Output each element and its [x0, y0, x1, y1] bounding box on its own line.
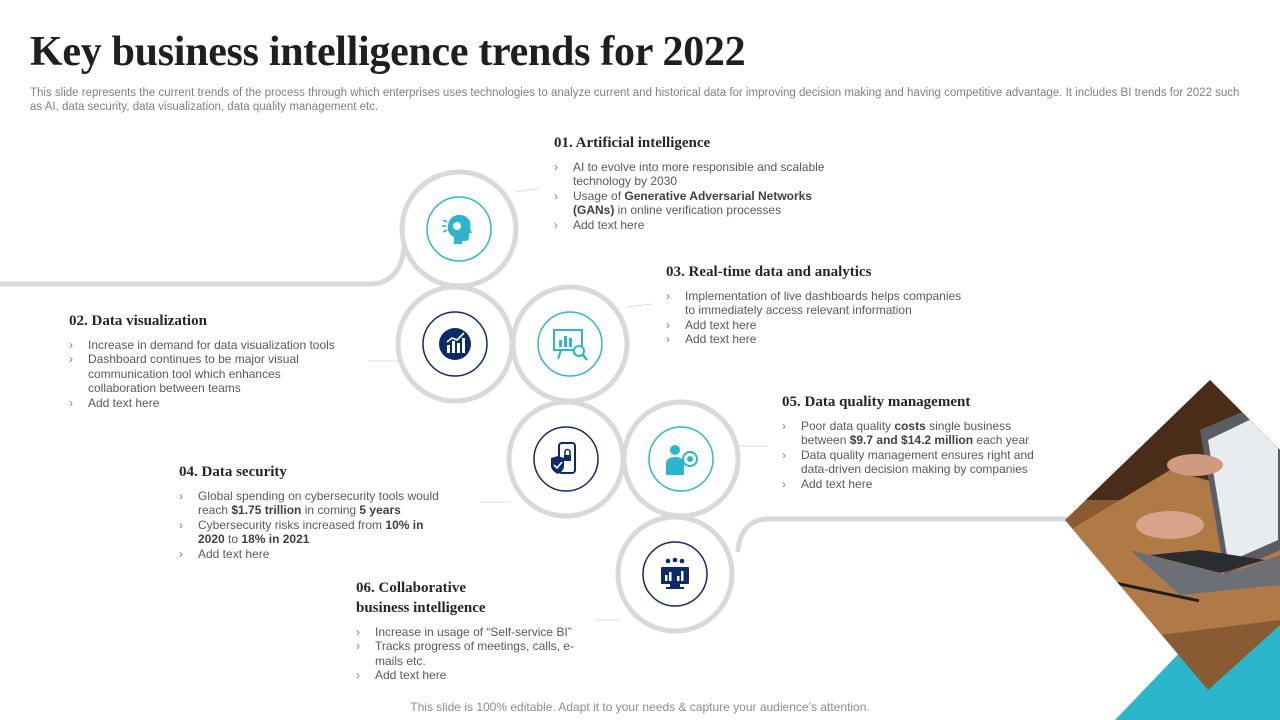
chart-visualization-icon	[439, 328, 471, 360]
trend-block-data-security: 04. Data security Global spending on cyb…	[179, 462, 449, 561]
trend-heading: 01. Artificial intelligence	[554, 135, 711, 151]
trend-block-collaborative-bi: 06. Collaborative business intelligence …	[356, 578, 578, 683]
trend-block-ai: 01. Artificial intelligence AI to evolve…	[554, 133, 829, 232]
trend-bullet-item: Add text here	[782, 477, 1044, 492]
trend-bullets: Increase in usage of “Self-service BI”Tr…	[356, 625, 578, 683]
trend-block-real-time-analytics: 03. Real-time data and analytics Impleme…	[666, 262, 971, 347]
trend-block-data-quality: 05. Data quality management Poor data qu…	[782, 392, 1044, 491]
trend-bullet-item: Implementation of live dashboards helps …	[666, 289, 971, 318]
trend-bullets: Increase in demand for data visualizatio…	[69, 338, 351, 410]
mobile-security-icon	[551, 442, 576, 474]
trend-bullet-item: Poor data quality costs single business …	[782, 419, 1044, 448]
trend-heading: 04. Data security	[179, 464, 287, 480]
quality-manager-icon	[666, 445, 698, 475]
laptop-photo-image	[1065, 380, 1280, 720]
trend-bullet-item: Global spending on cybersecurity tools w…	[179, 489, 449, 518]
collaborative-monitor-icon	[661, 557, 689, 589]
trend-bullet-item: Increase in usage of “Self-service BI”	[356, 625, 578, 640]
analytics-board-icon	[553, 329, 588, 361]
trend-bullet-item: Cybersecurity risks increased from 10% i…	[179, 518, 449, 547]
trend-bullet-item: Add text here	[356, 668, 578, 683]
footer-note: This slide is 100% editable. Adapt it to…	[410, 700, 870, 714]
trend-bullet-item: Data quality management ensures right an…	[782, 448, 1044, 477]
trend-bullets: Implementation of live dashboards helps …	[666, 289, 971, 347]
page-title: Key business intelligence trends for 202…	[30, 29, 746, 75]
trend-bullet-item: Add text here	[666, 332, 971, 347]
trend-heading: 05. Data quality management	[782, 394, 971, 410]
trend-bullet-item: Add text here	[666, 318, 971, 333]
trend-bullet-item: Increase in demand for data visualizatio…	[69, 338, 351, 353]
trend-heading: 06. Collaborative business intelligence	[356, 580, 486, 616]
trend-bullet-item: Add text here	[179, 547, 449, 562]
page-subtitle: This slide represents the current trends…	[30, 87, 1240, 113]
trend-heading: 03. Real-time data and analytics	[666, 264, 872, 280]
trend-bullet-item: Add text here	[69, 396, 351, 411]
ai-head-icon	[442, 214, 472, 244]
trend-bullet-item: Add text here	[554, 218, 829, 233]
trend-heading: 02. Data visualization	[69, 313, 207, 329]
trend-bullet-item: Tracks progress of meetings, calls, e-ma…	[356, 639, 578, 668]
trend-bullets: Global spending on cybersecurity tools w…	[179, 489, 449, 561]
trend-bullet-item: Dashboard continues to be major visual c…	[69, 352, 351, 395]
trend-block-data-visualization: 02. Data visualization Increase in deman…	[69, 311, 351, 410]
trend-bullets: Poor data quality costs single business …	[782, 419, 1044, 491]
trend-bullets: AI to evolve into more responsible and s…	[554, 160, 829, 232]
trend-bullet-item: AI to evolve into more responsible and s…	[554, 160, 829, 189]
trend-bullet-item: Usage of Generative Adversarial Networks…	[554, 189, 829, 218]
